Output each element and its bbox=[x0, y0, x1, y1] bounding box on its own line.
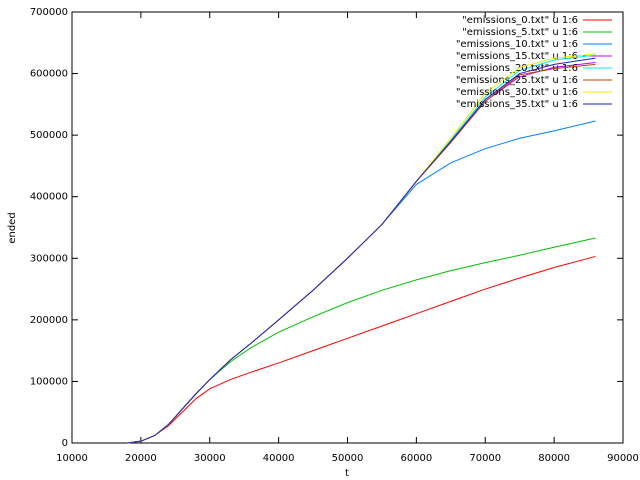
x-tick-label: 90000 bbox=[607, 453, 639, 464]
series-line bbox=[127, 54, 596, 444]
x-tick-label: 20000 bbox=[125, 453, 157, 464]
x-tick-label: 40000 bbox=[263, 453, 295, 464]
x-tick-label: 10000 bbox=[56, 453, 88, 464]
series-line bbox=[127, 237, 596, 444]
y-tick-label: 500000 bbox=[30, 130, 68, 141]
y-tick-label: 200000 bbox=[30, 315, 68, 326]
y-tick-label: 100000 bbox=[30, 376, 68, 387]
legend-label: "emissions_15.txt" u 1:6 bbox=[456, 51, 578, 62]
series-line bbox=[127, 53, 596, 444]
series-line bbox=[127, 57, 596, 444]
x-tick-label: 50000 bbox=[332, 453, 364, 464]
series-line bbox=[127, 120, 596, 444]
series-line bbox=[127, 255, 596, 444]
x-tick-label: 30000 bbox=[194, 453, 226, 464]
legend-label: "emissions_10.txt" u 1:6 bbox=[456, 39, 578, 50]
y-tick-label: 400000 bbox=[30, 192, 68, 203]
x-tick-label: 80000 bbox=[538, 453, 570, 464]
x-tick-label: 60000 bbox=[400, 453, 432, 464]
y-tick-label: 300000 bbox=[30, 253, 68, 264]
y-tick-label: 600000 bbox=[30, 69, 68, 80]
y-tick-label: 700000 bbox=[30, 7, 68, 18]
legend-label: "emissions_25.txt" u 1:6 bbox=[456, 75, 578, 86]
legend-label: "emissions_30.txt" u 1:6 bbox=[456, 87, 578, 98]
legend-label: "emissions_5.txt" u 1:6 bbox=[462, 27, 578, 38]
legend-label: "emissions_20.txt" u 1:6 bbox=[456, 63, 578, 74]
y-axis-label: ended bbox=[7, 212, 18, 243]
x-tick-label: 70000 bbox=[469, 453, 501, 464]
legend-label: "emissions_0.txt" u 1:6 bbox=[462, 15, 578, 26]
y-tick-label: 0 bbox=[62, 438, 68, 449]
x-axis-label: t bbox=[345, 468, 349, 479]
series-line bbox=[127, 61, 596, 444]
legend-label: "emissions_35.txt" u 1:6 bbox=[456, 99, 578, 110]
